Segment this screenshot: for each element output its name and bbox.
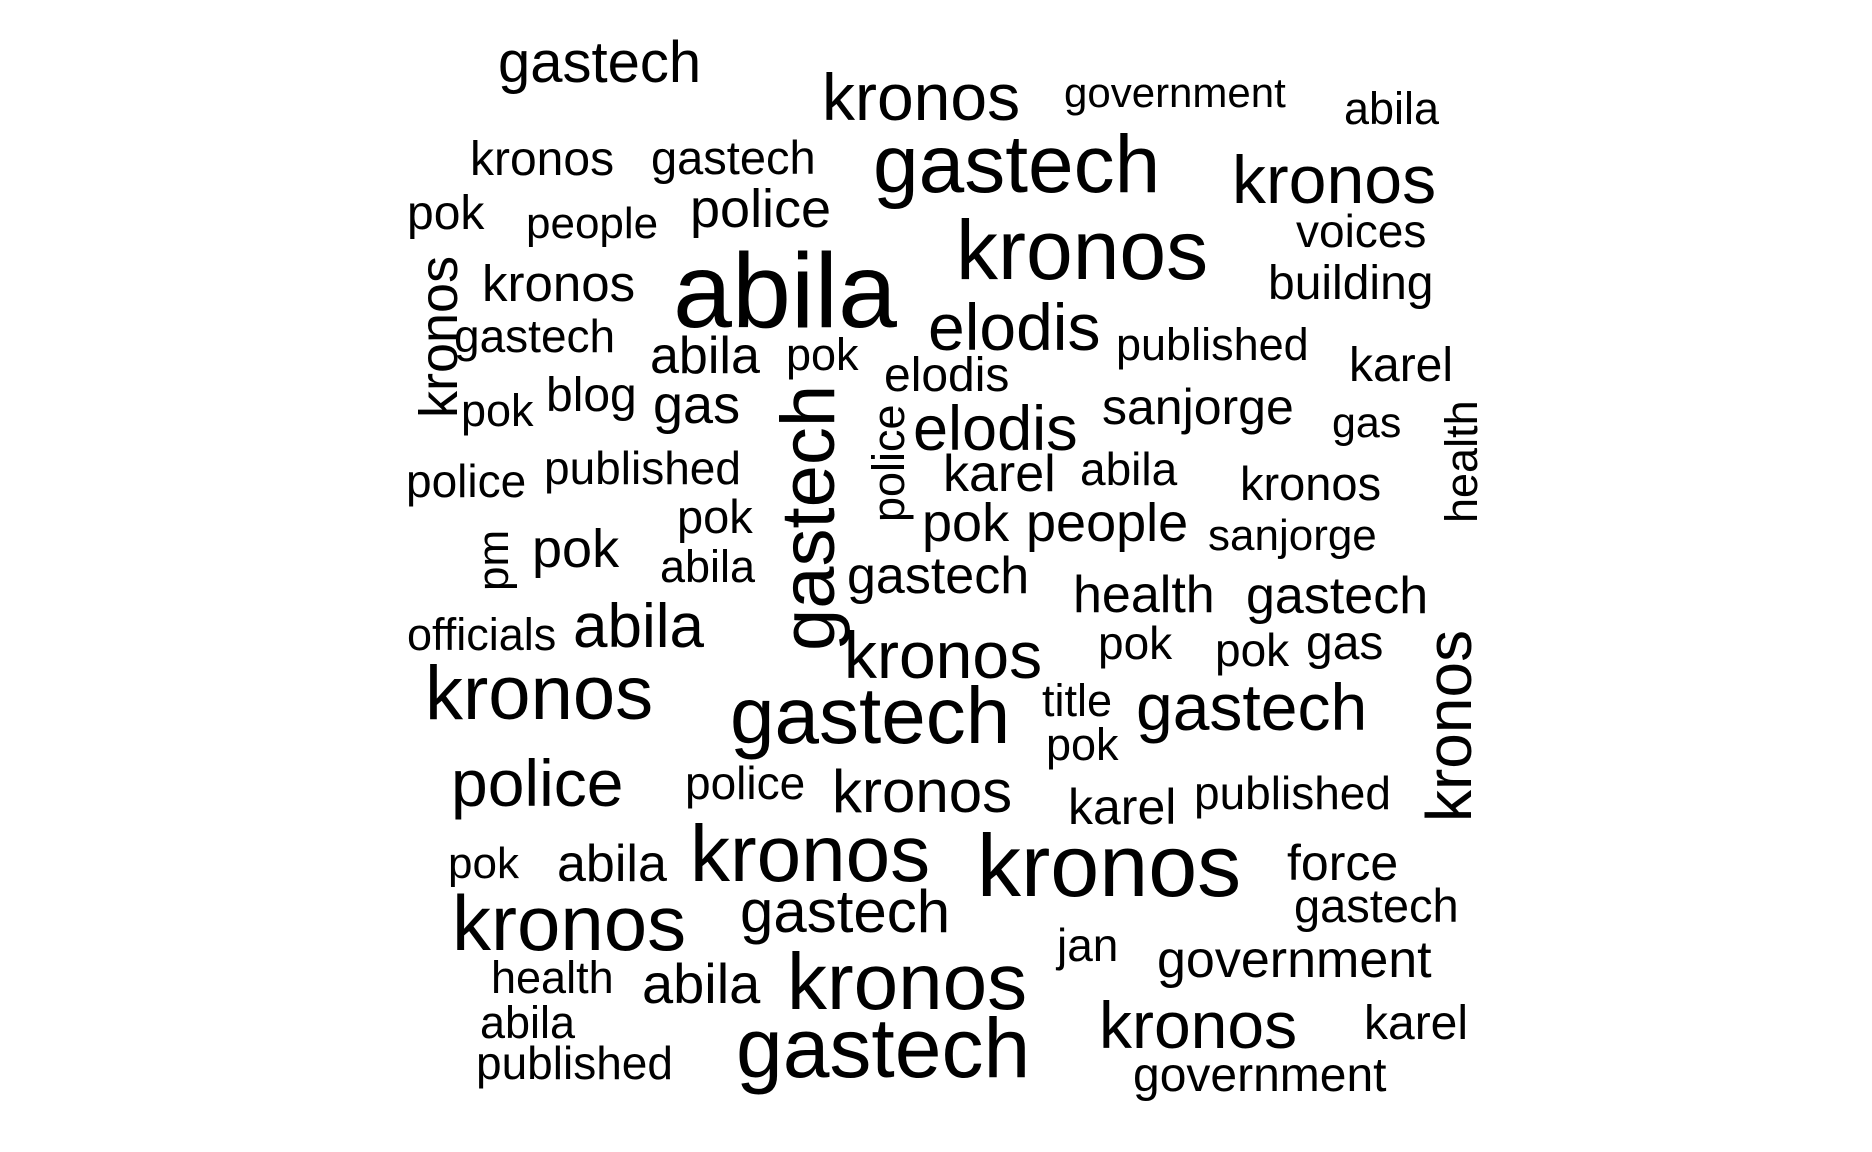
word-abila: abila bbox=[673, 232, 897, 350]
word-abila: abila bbox=[642, 952, 761, 1015]
word-pok: pok bbox=[532, 519, 620, 579]
word-kronos: kronos bbox=[425, 651, 654, 736]
word-abila: abila bbox=[573, 592, 704, 661]
word-gastech: gastech bbox=[847, 547, 1030, 605]
word-blog: blog bbox=[546, 369, 637, 422]
word-published: published bbox=[1194, 767, 1391, 819]
word-government: government bbox=[1064, 69, 1286, 116]
word-kronos: kronos bbox=[844, 618, 1043, 692]
word-gastech: gastech bbox=[730, 671, 1011, 760]
word-karel: karel bbox=[1364, 997, 1469, 1050]
word-kronos: kronos bbox=[822, 60, 1021, 134]
word-jan: jan bbox=[1057, 919, 1119, 971]
word-kronos: kronos bbox=[956, 203, 1209, 297]
word-pok: pok bbox=[461, 385, 534, 436]
word-gas: gas bbox=[1306, 617, 1384, 670]
word-police: police bbox=[863, 404, 914, 522]
word-gastech: gastech bbox=[651, 131, 816, 184]
word-gastech: gastech bbox=[1246, 567, 1429, 625]
word-voices: voices bbox=[1296, 205, 1427, 257]
word-abila: abila bbox=[650, 327, 760, 385]
word-title: title bbox=[1042, 675, 1113, 726]
word-abila: abila bbox=[660, 541, 756, 592]
word-published: published bbox=[476, 1037, 673, 1089]
word-sanjorge: sanjorge bbox=[1208, 511, 1377, 560]
word-gastech: gastech bbox=[740, 878, 951, 945]
word-gastech: gastech bbox=[873, 119, 1161, 210]
word-elodis: elodis bbox=[928, 290, 1101, 364]
word-abila: abila bbox=[1344, 83, 1440, 134]
word-kronos: kronos bbox=[482, 255, 636, 312]
word-kronos: kronos bbox=[787, 937, 1028, 1026]
word-officials: officials bbox=[407, 609, 557, 660]
word-karel: karel bbox=[1068, 779, 1177, 835]
word-pok: pok bbox=[1215, 624, 1290, 676]
word-pm: pm bbox=[469, 529, 518, 591]
word-gastech: gastech bbox=[454, 310, 616, 362]
word-published: published bbox=[544, 442, 741, 494]
word-kronos: kronos bbox=[832, 758, 1013, 825]
word-building: building bbox=[1268, 257, 1434, 310]
word-pok: pok bbox=[407, 187, 485, 240]
word-gastech: gastech bbox=[766, 384, 851, 651]
word-kronos: kronos bbox=[1099, 988, 1298, 1062]
word-people: people bbox=[526, 199, 659, 248]
word-police: police bbox=[406, 455, 527, 507]
word-government: government bbox=[1157, 931, 1432, 989]
word-abila: abila bbox=[480, 997, 576, 1048]
word-published: published bbox=[1116, 319, 1309, 370]
word-karel: karel bbox=[943, 445, 1056, 503]
word-kronos: kronos bbox=[690, 809, 931, 898]
word-gastech: gastech bbox=[498, 30, 702, 95]
word-police: police bbox=[451, 746, 624, 820]
word-pok: pok bbox=[786, 329, 859, 380]
word-kronos: kronos bbox=[1232, 142, 1437, 218]
word-force: force bbox=[1287, 835, 1399, 891]
word-pok: pok bbox=[922, 493, 1010, 553]
word-abila: abila bbox=[1080, 443, 1178, 495]
word-pok: pok bbox=[1098, 617, 1173, 669]
word-gastech: gastech bbox=[1136, 670, 1368, 744]
word-pok: pok bbox=[1046, 719, 1119, 770]
word-gas: gas bbox=[1332, 399, 1402, 447]
word-government: government bbox=[1133, 1049, 1387, 1102]
word-health: health bbox=[491, 952, 614, 1003]
word-kronos: kronos bbox=[470, 133, 615, 186]
word-pok: pok bbox=[677, 490, 753, 543]
word-pok: pok bbox=[448, 839, 519, 888]
word-elodis: elodis bbox=[884, 349, 1010, 402]
word-gastech: gastech bbox=[1294, 879, 1459, 932]
word-police: police bbox=[690, 179, 832, 239]
word-gastech: gastech bbox=[736, 1001, 1031, 1095]
word-health: health bbox=[1073, 566, 1215, 624]
word-karel: karel bbox=[1349, 339, 1454, 392]
word-police: police bbox=[685, 757, 806, 809]
word-kronos: kronos bbox=[452, 879, 687, 967]
word-elodis: elodis bbox=[913, 394, 1078, 464]
word-abila: abila bbox=[557, 835, 667, 893]
word-gas: gas bbox=[653, 375, 741, 435]
word-health: health bbox=[1436, 400, 1487, 523]
word-kronos: kronos bbox=[1413, 629, 1485, 822]
word-sanjorge: sanjorge bbox=[1102, 379, 1294, 435]
word-kronos: kronos bbox=[977, 816, 1242, 915]
word-kronos: kronos bbox=[1240, 457, 1382, 510]
word-people: people bbox=[1026, 493, 1189, 553]
